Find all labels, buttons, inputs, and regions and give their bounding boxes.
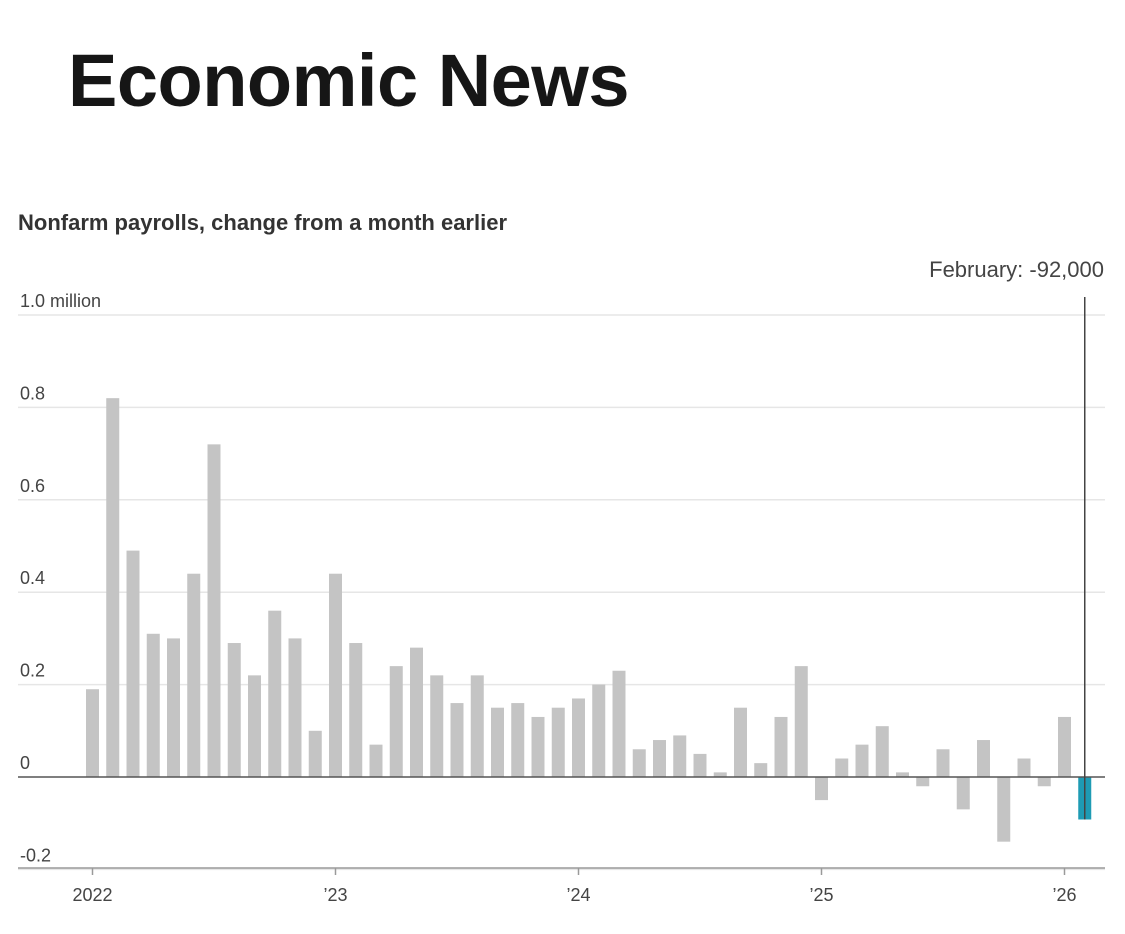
y-tick-label: 0.8	[20, 383, 45, 403]
bar	[167, 638, 180, 777]
bar	[592, 684, 606, 777]
bar	[815, 777, 828, 801]
bar	[896, 772, 909, 777]
page-title: Economic News	[68, 39, 630, 122]
bar	[956, 777, 970, 810]
bar	[349, 643, 363, 777]
bar	[734, 707, 747, 777]
bars	[86, 398, 1092, 842]
bar	[369, 744, 383, 777]
y-tick-label: 0.2	[20, 661, 45, 681]
bar	[511, 703, 525, 777]
y-tick-label: -0.2	[20, 845, 51, 865]
bar	[551, 707, 565, 777]
bar	[146, 633, 160, 777]
axes	[18, 776, 1105, 869]
bar	[794, 666, 808, 777]
bar	[531, 716, 545, 777]
bar	[288, 638, 302, 777]
bar	[126, 550, 140, 777]
x-tick-label: ’25	[809, 885, 833, 905]
x-tick-label: ’24	[566, 885, 590, 905]
bar	[248, 675, 261, 777]
bar	[86, 689, 99, 777]
bar	[653, 740, 666, 777]
bar	[450, 703, 464, 777]
y-tick-label: 0.6	[20, 476, 45, 496]
bar	[977, 740, 990, 777]
bar	[855, 744, 869, 777]
bar	[430, 675, 444, 777]
bar	[632, 749, 646, 777]
bar	[754, 763, 768, 777]
y-axis-tick-labels: 1.0 million 0.8 0.6 0.4 0.2 0 -0.2	[20, 291, 101, 865]
bar	[1058, 716, 1071, 777]
bar	[936, 749, 950, 777]
bar	[835, 758, 849, 777]
bar	[106, 398, 120, 777]
bar	[693, 753, 707, 777]
bar	[207, 444, 221, 777]
gridlines	[18, 314, 1105, 871]
x-axis-tick-labels: 2022 ’23 ’24 ’25 ’26	[72, 868, 1077, 905]
y-tick-label: 0	[20, 753, 30, 773]
bar	[227, 643, 241, 777]
bar	[612, 670, 626, 777]
bar	[774, 716, 788, 777]
bar	[1017, 758, 1031, 777]
bar	[673, 735, 687, 777]
bar	[875, 726, 889, 777]
bar	[997, 777, 1011, 842]
bar	[187, 573, 201, 777]
bar	[308, 730, 322, 777]
annotation-group: February: -92,000	[929, 257, 1104, 820]
bar	[329, 573, 342, 777]
bar	[572, 698, 585, 777]
x-tick-label: ’23	[323, 885, 347, 905]
x-tick-label: ’26	[1052, 885, 1076, 905]
y-tick-label: 0.4	[20, 568, 45, 588]
chart-title: Nonfarm payrolls, change from a month ea…	[18, 210, 508, 235]
bar	[410, 647, 423, 777]
x-tick-label: 2022	[72, 885, 112, 905]
bar	[916, 777, 930, 787]
bar	[713, 772, 727, 777]
bar	[491, 707, 504, 777]
bar	[470, 675, 484, 777]
y-tick-label: 1.0 million	[20, 291, 101, 311]
annotation-label: February: -92,000	[929, 257, 1104, 282]
bar	[1037, 777, 1051, 787]
bar	[268, 610, 282, 777]
bar	[389, 666, 403, 777]
